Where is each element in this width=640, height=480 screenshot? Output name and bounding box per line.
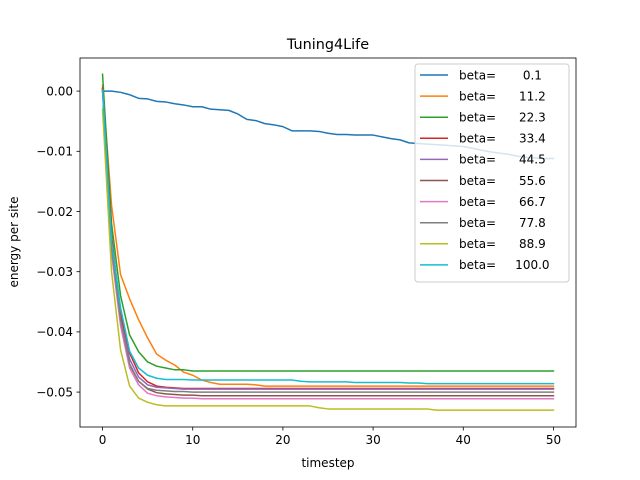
- x-tick-label: 30: [365, 433, 380, 447]
- y-axis-label: energy per site: [7, 196, 21, 287]
- series-line-1: [101, 84, 555, 387]
- legend: beta= 0.1 beta= 11.2 beta= 22.3 beta= 33.4 b…: [414, 63, 570, 283]
- y-tick-label: −0.02: [36, 205, 73, 219]
- x-axis-ticks: 0 10 20 30 40 50: [99, 427, 561, 447]
- series-line-4: [101, 88, 555, 390]
- legend-box: [414, 63, 570, 283]
- series-line-9: [101, 90, 555, 385]
- axes-frame: [79, 57, 577, 428]
- legend-label-9: beta= 100.0: [459, 258, 550, 272]
- legend-label-4: beta= 44.5: [459, 153, 546, 167]
- y-axis-ticks: 0.00 −0.01 −0.02 −0.03 −0.04 −0.05: [36, 84, 80, 399]
- x-tick-label: 40: [456, 433, 471, 447]
- legend-label-2: beta= 22.3: [459, 111, 546, 125]
- chart-title: Tuning4Life: [286, 37, 369, 53]
- series-line-7: [101, 89, 555, 393]
- legend-label-1: beta= 11.2: [459, 89, 546, 103]
- legend-label-5: beta= 55.6: [459, 174, 546, 188]
- series-line-8: [101, 108, 555, 411]
- legend-label-8: beta= 88.9: [459, 237, 546, 251]
- y-tick-label: −0.05: [36, 385, 73, 399]
- x-tick-label: 20: [275, 433, 290, 447]
- series-line-6: [101, 89, 555, 400]
- series-line-5: [101, 87, 555, 397]
- x-tick-label: 0: [99, 433, 107, 447]
- legend-label-0: beta= 0.1: [459, 68, 542, 82]
- y-tick-label: −0.01: [36, 145, 73, 159]
- y-tick-label: −0.03: [36, 265, 73, 279]
- legend-label-3: beta= 33.4: [459, 132, 546, 146]
- x-axis-label: timestep: [301, 456, 354, 470]
- x-tick-label: 10: [185, 433, 200, 447]
- y-tick-label: 0.00: [46, 84, 73, 98]
- plot-lines: [101, 73, 555, 411]
- x-tick-label: 50: [546, 433, 561, 447]
- legend-label-7: beta= 77.8: [459, 216, 546, 230]
- legend-label-6: beta= 66.7: [459, 195, 546, 209]
- series-line-2: [101, 73, 555, 372]
- y-tick-label: −0.04: [36, 325, 73, 339]
- axes-spines: [79, 57, 577, 428]
